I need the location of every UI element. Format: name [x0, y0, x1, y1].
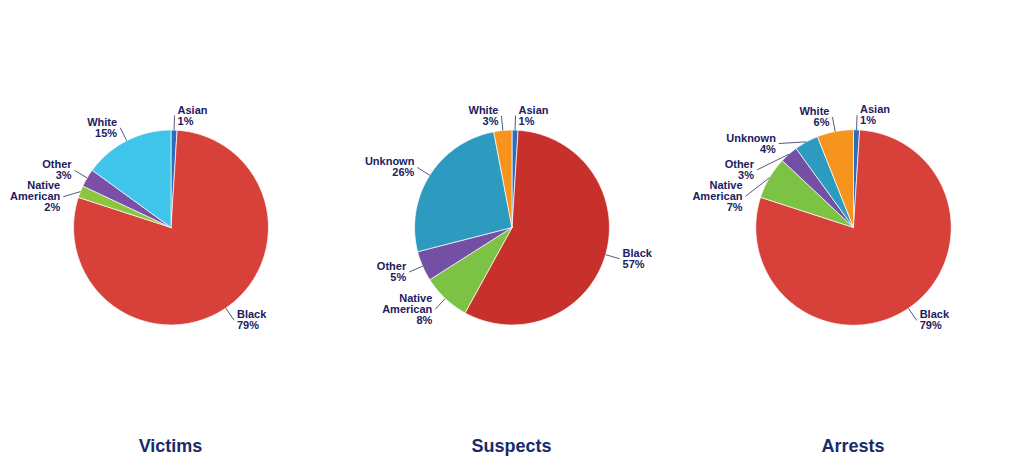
html-text:Arrests: Arrests	[821, 436, 885, 456]
svg-text:Other3%: Other3%	[725, 158, 755, 181]
svg-text:Asian1%: Asian1%	[519, 104, 549, 127]
svg-text:Asian1%: Asian1%	[860, 103, 890, 126]
svg-text:NativeAmerican8%: NativeAmerican8%	[382, 292, 432, 326]
svg-text:Black57%: Black57%	[623, 247, 653, 270]
svg-text:White15%: White15%	[87, 116, 117, 139]
svg-text:Unknown4%: Unknown4%	[726, 132, 776, 155]
html-text:Suspects: Suspects	[471, 436, 552, 456]
svg-text:NativeAmerican2%: NativeAmerican2%	[10, 179, 60, 213]
html-text:Victims: Victims	[138, 436, 203, 456]
svg-text:White6%: White6%	[799, 105, 829, 128]
svg-text:Other3%: Other3%	[42, 158, 72, 181]
svg-text:Unknown26%: Unknown26%	[365, 155, 415, 178]
svg-text:Other5%: Other5%	[377, 260, 407, 283]
svg-text:Black79%: Black79%	[237, 308, 267, 331]
svg-text:Asian1%: Asian1%	[178, 104, 208, 127]
svg-text:NativeAmerican7%: NativeAmerican7%	[692, 179, 742, 213]
svg-text:Black79%: Black79%	[920, 308, 950, 331]
svg-text:White3%: White3%	[469, 104, 499, 127]
